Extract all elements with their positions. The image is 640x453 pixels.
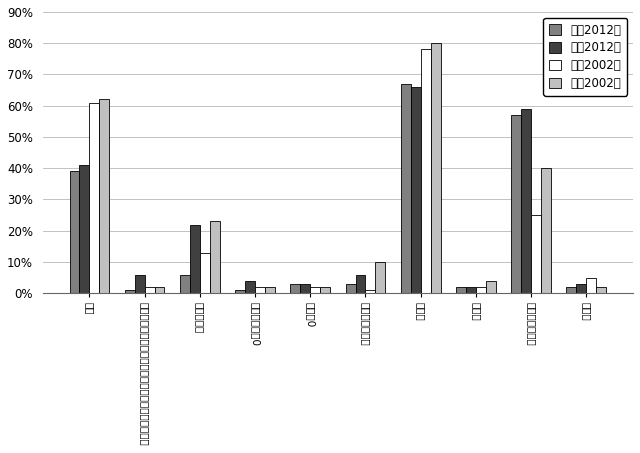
- Bar: [541, 168, 551, 293]
- Legend: 文瑲2012年, 理工2012年, 文瑲2002年, 理工2002年: 文瑲2012年, 理工2012年, 文瑲2002年, 理工2002年: [543, 18, 627, 96]
- Bar: [210, 222, 220, 293]
- Bar: [134, 275, 145, 293]
- Bar: [431, 43, 440, 293]
- Bar: [577, 284, 586, 293]
- Bar: [320, 287, 330, 293]
- Bar: [235, 290, 245, 293]
- Bar: [586, 278, 596, 293]
- Bar: [265, 287, 275, 293]
- Bar: [486, 281, 496, 293]
- Bar: [310, 287, 320, 293]
- Bar: [245, 281, 255, 293]
- Bar: [531, 215, 541, 293]
- Bar: [411, 87, 420, 293]
- Bar: [456, 287, 466, 293]
- Bar: [70, 171, 79, 293]
- Bar: [476, 287, 486, 293]
- Bar: [420, 49, 431, 293]
- Bar: [291, 284, 300, 293]
- Bar: [154, 287, 164, 293]
- Bar: [200, 253, 210, 293]
- Bar: [596, 287, 606, 293]
- Bar: [356, 275, 365, 293]
- Bar: [125, 290, 134, 293]
- Bar: [466, 287, 476, 293]
- Bar: [521, 109, 531, 293]
- Bar: [190, 225, 200, 293]
- Bar: [255, 287, 265, 293]
- Bar: [365, 290, 376, 293]
- Bar: [180, 275, 190, 293]
- Bar: [300, 284, 310, 293]
- Bar: [511, 115, 521, 293]
- Bar: [566, 287, 577, 293]
- Bar: [79, 165, 90, 293]
- Bar: [346, 284, 356, 293]
- Bar: [99, 100, 109, 293]
- Bar: [145, 287, 154, 293]
- Bar: [90, 102, 99, 293]
- Bar: [376, 262, 385, 293]
- Bar: [401, 84, 411, 293]
